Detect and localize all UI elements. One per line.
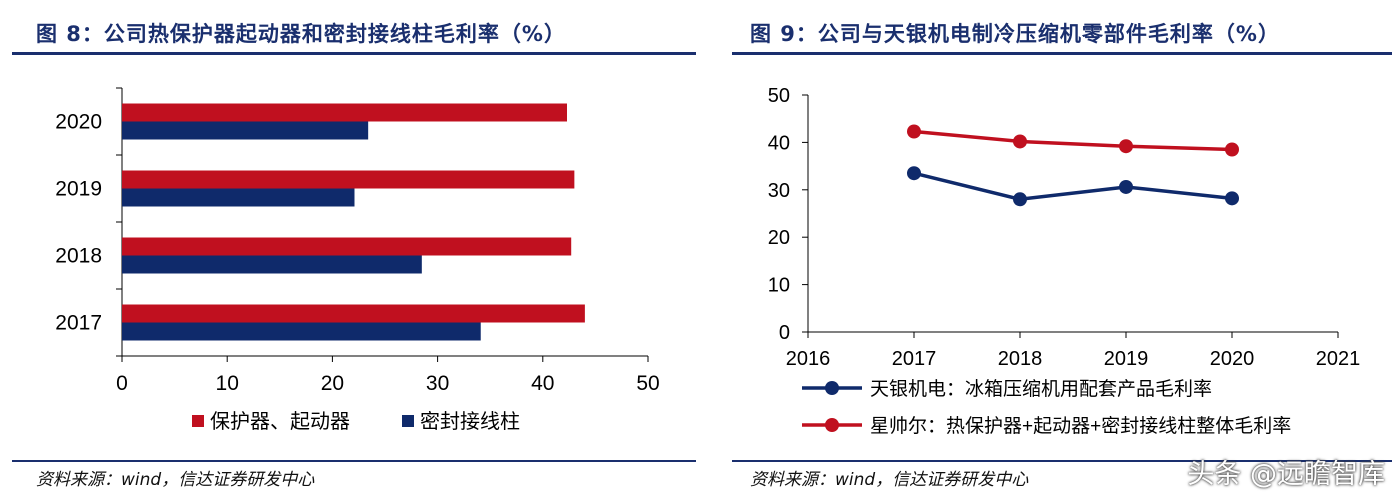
line-chart: 0 10 20 30 40 50 2016 2017 2018 2019 2020 2021 天银机电：… <box>768 85 1361 437</box>
bar-protector-2017 <box>122 304 585 323</box>
x-tick-label: 30 <box>426 372 449 395</box>
x-tick-label: 2020 <box>1210 348 1255 370</box>
point-xingshuaier-2020 <box>1225 142 1239 157</box>
y-tick-label: 2020 <box>55 111 102 134</box>
source-note: 资料来源：wind，信达证券研发中心 <box>750 470 1029 490</box>
point-xingshuaier-2019 <box>1119 139 1133 154</box>
y-tick-label: 2017 <box>55 312 102 335</box>
source-rule <box>732 460 1392 462</box>
y-tick-label: 2019 <box>55 178 102 201</box>
x-tick-label: 50 <box>636 372 659 395</box>
series-line-tianyin <box>913 171 1233 202</box>
x-tick-label: 0 <box>116 372 128 395</box>
point-xingshuaier-2018 <box>1013 134 1027 149</box>
legend-label: 密封接线柱 <box>420 410 520 433</box>
y-tick-label: 10 <box>768 275 790 297</box>
bar-protector-2019 <box>122 170 575 189</box>
x-tick-label: 40 <box>531 372 554 395</box>
bar-terminal-2017 <box>122 322 481 341</box>
x-tick-label: 2019 <box>1104 348 1149 370</box>
y-tick-label: 0 <box>779 322 790 344</box>
y-tick-label: 50 <box>768 85 790 107</box>
legend-marker <box>825 418 839 432</box>
source-note: 资料来源：wind，信达证券研发中心 <box>36 470 315 490</box>
point-tianyin-2020 <box>1225 191 1239 206</box>
bar-terminal-2020 <box>122 121 369 140</box>
x-tick-label: 2018 <box>998 348 1043 370</box>
x-tick-label: 20 <box>321 372 344 395</box>
y-tick-label: 30 <box>768 180 790 202</box>
bar-chart: 0 10 20 30 40 50 2020 2019 2018 2017 保护器、起动器 密封接线柱 <box>55 87 660 433</box>
x-tick-label: 2016 <box>786 348 831 370</box>
x-tick-label: 2021 <box>1316 348 1361 370</box>
right-panel: 图 9：公司与天银机电制冷压缩机零部件毛利率（%） 0 10 20 30 40 50 201… <box>720 0 1399 503</box>
bar-protector-2018 <box>122 237 572 256</box>
legend-marker <box>825 381 839 395</box>
legend-label: 保护器、起动器 <box>210 410 350 433</box>
x-tick-label: 10 <box>216 372 239 395</box>
point-tianyin-2018 <box>1013 192 1027 207</box>
y-tick-label: 20 <box>768 227 790 249</box>
point-xingshuaier-2017 <box>907 124 921 139</box>
legend-label: 星帅尔：热保护器+起动器+密封接线柱整体毛利率 <box>870 415 1291 437</box>
y-tick-label: 2018 <box>55 245 102 268</box>
source-rule <box>12 460 696 462</box>
watermark: 头条 @远瞻智库 <box>1187 459 1385 490</box>
point-tianyin-2017 <box>907 166 921 181</box>
title-rule <box>732 52 1392 55</box>
bar-terminal-2018 <box>122 255 422 274</box>
x-tick-label: 2017 <box>892 348 937 370</box>
title-rule <box>12 52 696 55</box>
point-tianyin-2019 <box>1119 179 1133 194</box>
chart-title-fig8: 图 8：公司热保护器起动器和密封接线柱毛利率（%） <box>36 22 566 46</box>
y-tick-label: 40 <box>768 132 790 154</box>
legend-swatch <box>192 415 204 427</box>
chart-title-fig9: 图 9：公司与天银机电制冷压缩机零部件毛利率（%） <box>750 22 1280 46</box>
bar-protector-2020 <box>122 103 567 122</box>
series-line-xingshuaier <box>913 129 1233 152</box>
legend-swatch <box>402 415 414 427</box>
left-panel: 图 8：公司热保护器起动器和密封接线柱毛利率（%） 0 10 20 30 40 50 202… <box>12 22 696 490</box>
bar-terminal-2019 <box>122 188 355 207</box>
legend-label: 天银机电：冰箱压缩机用配套产品毛利率 <box>870 378 1212 400</box>
